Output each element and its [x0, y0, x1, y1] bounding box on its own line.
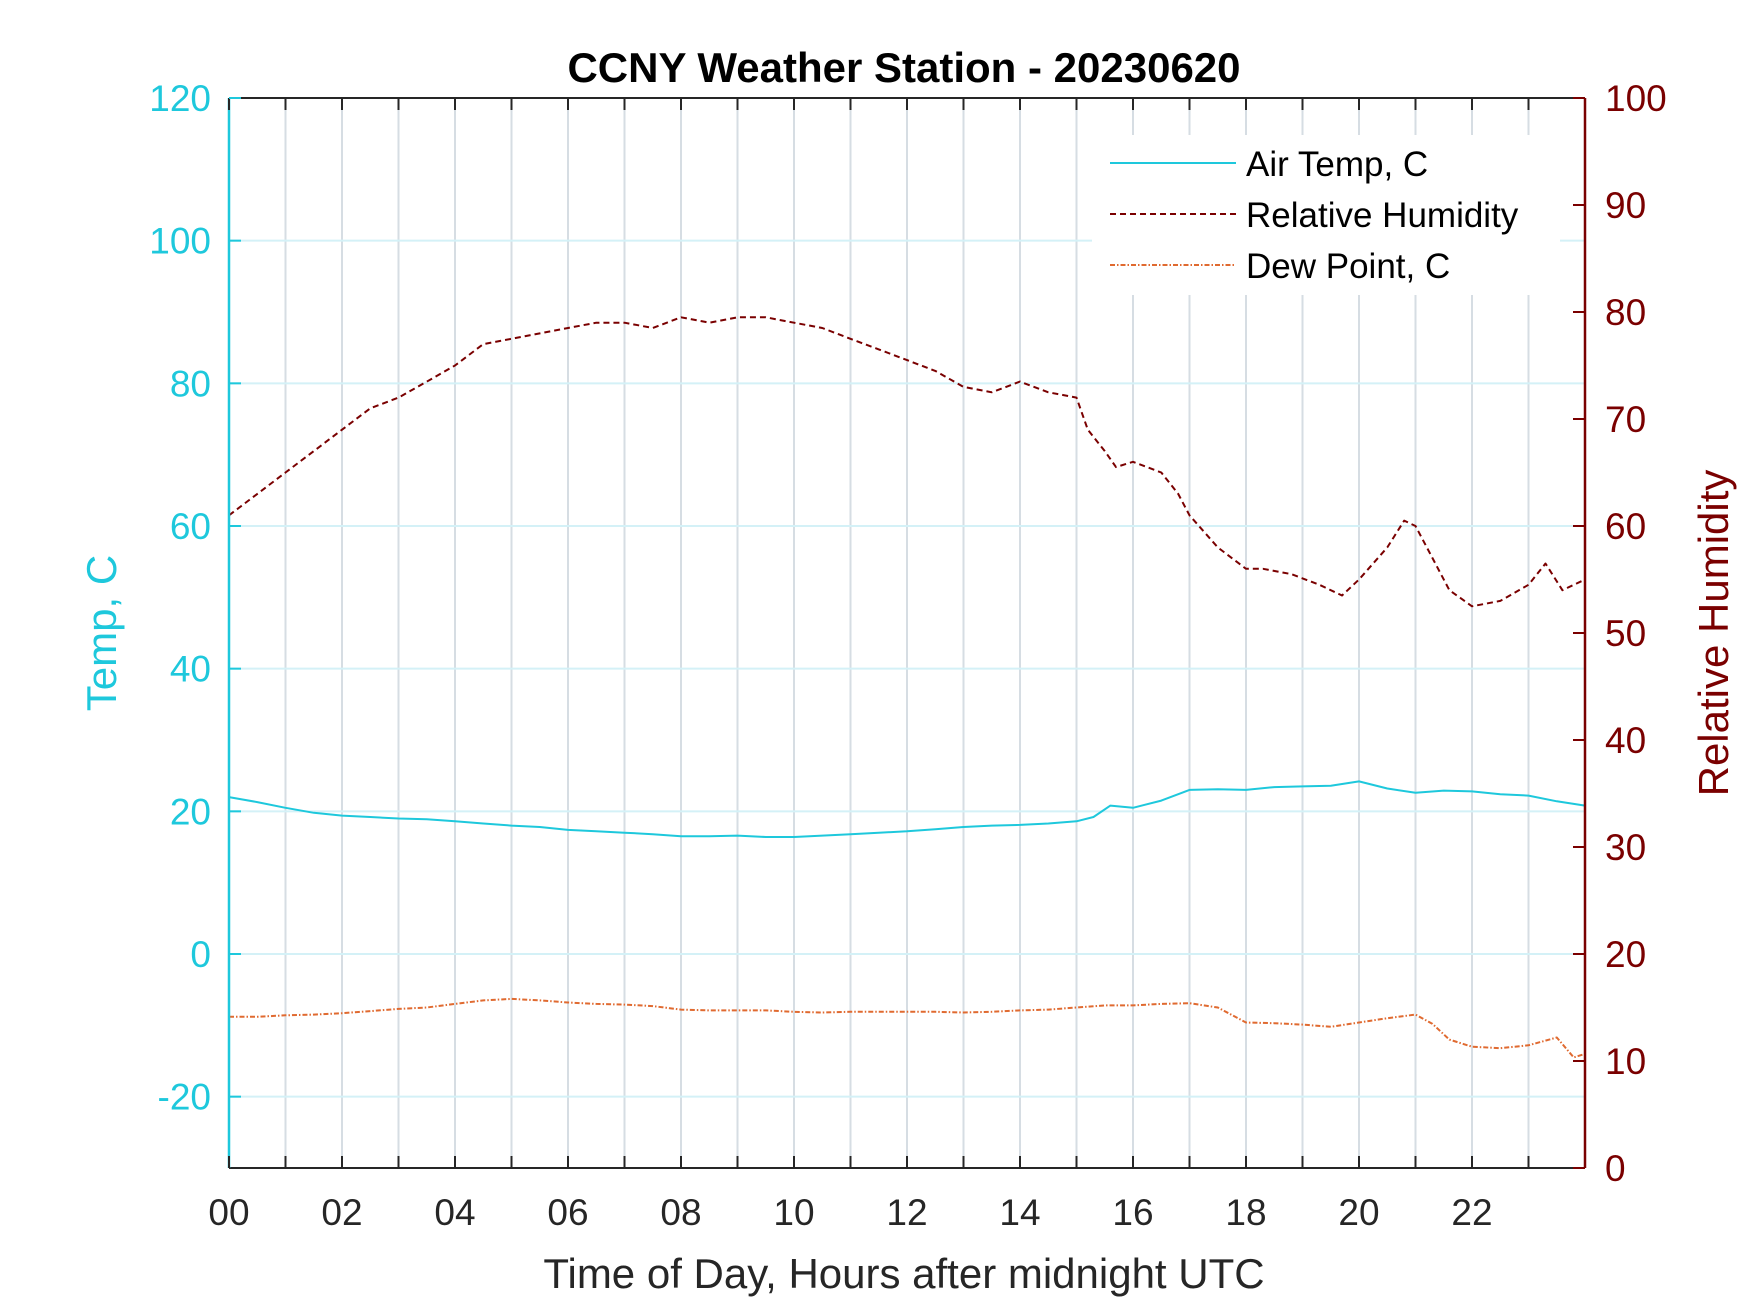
y-right-tick-label: 0: [1605, 1148, 1626, 1189]
y-left-tick-label: 40: [170, 649, 211, 690]
y-right-tick-label: 10: [1605, 1041, 1646, 1082]
y-right-tick-label: 60: [1605, 506, 1646, 547]
x-tick-label: 14: [999, 1192, 1040, 1233]
y-right-tick-label: 70: [1605, 399, 1646, 440]
series-air-temp: [228, 780, 1586, 838]
chart-title: CCNY Weather Station - 20230620: [567, 44, 1240, 91]
y-left-tick-label: 100: [149, 221, 211, 262]
y-axis-left-label: Temp, C: [78, 555, 125, 711]
y-right-tick-label: 20: [1605, 934, 1646, 975]
x-tick-label: 10: [773, 1192, 814, 1233]
y-left-tick-label: 80: [170, 363, 211, 404]
y-right-tick-label: 40: [1605, 720, 1646, 761]
axes: 00 02 04 06 08 10 12 14 16 18 20 22-200204060801001…: [149, 78, 1666, 1233]
x-tick-label: 00: [208, 1192, 249, 1233]
legend-label-air-temp: Air Temp, C: [1246, 145, 1428, 184]
y-axis-right-label: Relative Humidity: [1690, 470, 1737, 797]
x-tick-label: 18: [1225, 1192, 1266, 1233]
y-right-tick-label: 100: [1605, 78, 1667, 119]
y-left-tick-label: 0: [190, 934, 211, 975]
x-tick-label: 06: [547, 1192, 588, 1233]
x-tick-label: 04: [434, 1192, 475, 1233]
x-tick-label: 02: [321, 1192, 362, 1233]
legend: Air Temp, C Relative Humidity Dew Point,…: [1092, 135, 1560, 295]
x-tick-label: 16: [1112, 1192, 1153, 1233]
y-left-tick-label: 120: [149, 78, 211, 119]
x-tick-label: 12: [886, 1192, 927, 1233]
y-right-tick-label: 30: [1605, 827, 1646, 868]
y-left-tick-label: 60: [170, 506, 211, 547]
x-tick-label: 22: [1451, 1192, 1492, 1233]
y-left-tick-label: 20: [170, 791, 211, 832]
x-axis-label: Time of Day, Hours after midnight UTC: [543, 1250, 1264, 1297]
y-right-tick-label: 80: [1605, 292, 1646, 333]
legend-label-humidity: Relative Humidity: [1246, 196, 1519, 235]
y-right-tick-label: 50: [1605, 613, 1646, 654]
series-relative-humidity: [228, 316, 1586, 608]
legend-label-dew-point: Dew Point, C: [1246, 247, 1450, 286]
x-tick-label: 20: [1338, 1192, 1379, 1233]
grid-lines: [229, 97, 1585, 1168]
series-lines: [228, 316, 1586, 1059]
y-left-tick-label: -20: [158, 1077, 211, 1118]
y-right-tick-label: 90: [1605, 185, 1646, 226]
series-dew-point: [229, 997, 1586, 1059]
x-tick-label: 08: [660, 1192, 701, 1233]
